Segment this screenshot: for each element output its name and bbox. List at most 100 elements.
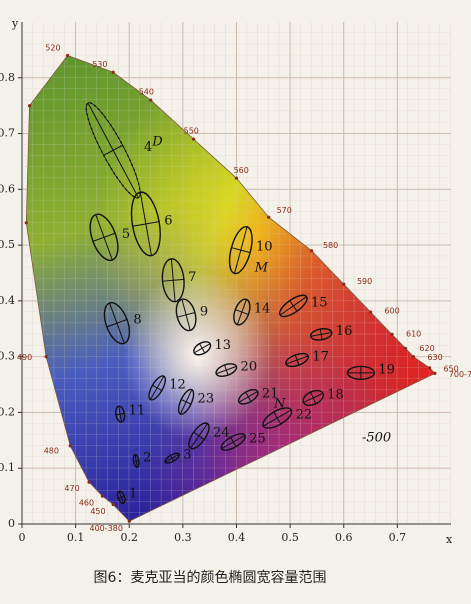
macadam-ellipse — [262, 407, 293, 429]
ellipse-label: 9 — [200, 304, 208, 319]
wavelength-label: 570 — [277, 206, 292, 215]
wavelength-label: 540 — [139, 88, 154, 97]
ellipse-outline — [132, 453, 140, 469]
y-tick-label: 0.8 — [0, 71, 15, 84]
wavelength-label: 400-380 — [90, 524, 123, 533]
macadam-ellipse — [164, 452, 180, 464]
y-tick-label: 0.6 — [0, 182, 15, 195]
wavelength-label: 520 — [45, 44, 60, 53]
ellipse-axis — [199, 343, 206, 354]
locus-point — [149, 98, 153, 102]
y-axis-label: y — [11, 17, 19, 30]
ellipse-axis — [230, 437, 237, 447]
x-tick-label: 0.6 — [335, 531, 353, 544]
ellipse-axis — [152, 384, 163, 392]
y-tick-label: 0.3 — [0, 350, 15, 363]
annotation: D — [151, 134, 163, 149]
ellipse-label: 15 — [311, 295, 328, 310]
ellipse-label: 7 — [188, 270, 196, 285]
ellipse-axis — [319, 328, 323, 340]
ellipse-label: 13 — [215, 338, 232, 353]
x-tick-label: 0 — [19, 531, 26, 544]
ellipse-outline — [116, 490, 126, 505]
wavelength-label: 550 — [184, 127, 199, 136]
macadam-ellipse — [220, 433, 246, 451]
ellipse-axis — [92, 232, 116, 242]
ellipse-axis — [245, 391, 252, 402]
locus-point — [390, 332, 394, 336]
ellipse-axis — [231, 247, 251, 254]
ellipse-label: 25 — [249, 432, 266, 447]
macadam-ellipse — [116, 490, 126, 505]
ellipse-label: 17 — [312, 350, 329, 365]
locus-point — [24, 221, 28, 225]
ellipse-label: 24 — [213, 425, 230, 440]
ellipse-label: 5 — [122, 227, 130, 242]
locus-point — [427, 366, 432, 370]
caption: 图6：麦克亚当的颜色椭圆宽容量范围 — [94, 569, 327, 586]
annotation: M — [254, 260, 269, 275]
macadam-ellipse — [302, 389, 324, 407]
ellipse-label: 12 — [169, 377, 186, 392]
macadam-ellipse — [193, 341, 212, 356]
macadam-ellipse — [233, 298, 251, 326]
wavelength-label: 490 — [17, 353, 32, 362]
ellipse-label: 23 — [198, 391, 215, 406]
ellipse-axis — [289, 300, 298, 312]
macadam-ellipse — [188, 422, 210, 450]
ellipse-axis — [132, 221, 160, 227]
wavelength-label: 450 — [90, 507, 105, 516]
macadam-ellipse — [346, 365, 376, 380]
ellipse-axis — [294, 354, 300, 366]
locus-point — [368, 310, 373, 314]
x-axis-label: x — [446, 533, 453, 546]
ellipse-label: 4 — [144, 140, 152, 155]
ellipse-outline — [309, 328, 333, 341]
macadam-ellipse — [237, 389, 259, 405]
annotation: -500 — [362, 431, 391, 446]
wavelength-label: 610 — [406, 330, 421, 339]
x-tick-label: 0.7 — [389, 531, 407, 544]
locus-point — [267, 215, 271, 219]
wavelength-label: 590 — [357, 277, 372, 286]
wavelength-label: 620 — [419, 344, 434, 353]
ellipse-axis — [103, 144, 123, 156]
wavelength-label: 630 — [427, 353, 442, 362]
y-tick-label: 0 — [8, 517, 15, 530]
ellipse-axis — [310, 391, 317, 404]
macadam-ellipse — [148, 375, 166, 401]
ellipse-axis — [133, 460, 139, 462]
ellipse-outline — [262, 407, 293, 429]
ellipse-axis — [115, 412, 125, 416]
ellipse-label: 1 — [129, 487, 137, 502]
locus-point — [65, 53, 70, 58]
macadam-ellipse — [103, 302, 131, 345]
macadam-ellipse — [89, 213, 119, 262]
ellipse-label: 8 — [133, 313, 141, 328]
ellipse-axis — [224, 364, 229, 376]
wavelength-label: 470 — [64, 484, 79, 493]
locus-point — [87, 480, 91, 484]
locus-point — [100, 494, 105, 498]
macadam-ellipse — [309, 328, 333, 341]
wavelength-label: 650 — [443, 364, 458, 373]
locus-point — [27, 104, 32, 108]
ellipse-label: 10 — [256, 240, 273, 255]
ellipse-axis — [162, 278, 184, 282]
ellipse-label: 18 — [327, 387, 344, 402]
macadam-ellipse — [278, 294, 308, 318]
macadam-ellipse — [175, 298, 197, 332]
ellipse-label: 19 — [378, 362, 395, 377]
ellipse-label: 21 — [262, 386, 279, 401]
ellipse-axis — [118, 495, 125, 499]
locus-point — [192, 137, 196, 141]
y-tick-label: 0.5 — [0, 238, 15, 251]
wavelength-label: 560 — [234, 166, 249, 175]
locus-point — [411, 355, 416, 359]
macadam-ellipse — [228, 225, 253, 275]
ellipse-axis — [273, 411, 282, 425]
macadam-ellipse — [114, 405, 126, 423]
ellipse-axis — [177, 311, 196, 318]
locus-point — [111, 70, 115, 74]
locus-point — [403, 346, 408, 350]
